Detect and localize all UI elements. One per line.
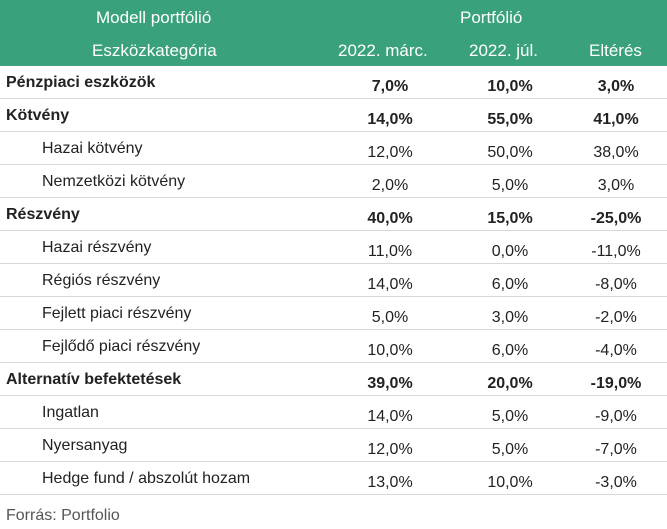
row-label: Nemzetközi kötvény xyxy=(42,173,186,190)
table-row: Hazai részvény 11,0% 0,0% -11,0% xyxy=(0,231,667,264)
march-value: 2,0% xyxy=(371,177,409,194)
source-note: Forrás: Portfolio xyxy=(6,507,120,524)
model-portfolio-label: Modell portfólió xyxy=(96,8,212,27)
july-value: 6,0% xyxy=(491,342,529,359)
difference-value: -19,0% xyxy=(590,375,642,392)
row-label: Fejlődő piaci részvény xyxy=(42,338,201,355)
difference-value: 41,0% xyxy=(593,111,639,128)
table-row: Nemzetközi kötvény 2,0% 5,0% 3,0% xyxy=(0,165,667,198)
march-value: 11,0% xyxy=(367,243,413,260)
asset-category-header: Eszközkategória xyxy=(92,41,217,60)
table-row: Nyersanyag 12,0% 5,0% -7,0% xyxy=(0,429,667,462)
july-value: 5,0% xyxy=(491,177,529,194)
table-row: Régiós részvény 14,0% 6,0% -8,0% xyxy=(0,264,667,297)
july-value: 5,0% xyxy=(491,408,529,425)
march-value: 14,0% xyxy=(367,408,413,425)
march-value: 14,0% xyxy=(367,276,413,293)
row-label: Pénzpiaci eszközök xyxy=(6,74,156,91)
march-value: 14,0% xyxy=(367,111,413,128)
difference-value: -11,0% xyxy=(591,243,641,260)
row-label: Részvény xyxy=(6,206,80,223)
march-2022-header: 2022. márc. xyxy=(338,41,428,60)
table-row: Pénzpiaci eszközök 7,0% 10,0% 3,0% xyxy=(0,66,667,99)
july-value: 0,0% xyxy=(491,243,529,260)
difference-value: 3,0% xyxy=(597,177,635,194)
table-row: Fejlett piaci részvény 5,0% 3,0% -2,0% xyxy=(0,297,667,330)
row-label: Hedge fund / abszolút hozam xyxy=(42,470,251,487)
difference-value: -8,0% xyxy=(595,276,637,293)
row-label: Hazai kötvény xyxy=(42,140,143,157)
portfolio-label: Portfólió xyxy=(460,8,523,27)
july-value: 50,0% xyxy=(487,144,533,161)
table-header: Modell portfólió Portfólió Eszközkategór… xyxy=(0,0,667,66)
table-row: Fejlődő piaci részvény 10,0% 6,0% -4,0% xyxy=(0,330,667,363)
difference-value: -2,0% xyxy=(595,309,637,326)
july-2022-header: 2022. júl. xyxy=(469,41,538,60)
table-row: Hedge fund / abszolút hozam 13,0% 10,0% … xyxy=(0,462,667,495)
july-value: 10,0% xyxy=(487,474,533,491)
row-label: Alternatív befektetések xyxy=(6,371,182,388)
difference-header: Eltérés xyxy=(589,41,642,60)
march-value: 12,0% xyxy=(367,441,413,458)
row-label: Nyersanyag xyxy=(42,437,128,454)
difference-value: -9,0% xyxy=(595,408,637,425)
difference-value: -4,0% xyxy=(595,342,637,359)
march-value: 39,0% xyxy=(367,375,413,392)
table-row: Kötvény 14,0% 55,0% 41,0% xyxy=(0,99,667,132)
july-value: 15,0% xyxy=(487,210,533,227)
march-value: 12,0% xyxy=(367,144,413,161)
difference-value: 38,0% xyxy=(593,144,639,161)
difference-value: 3,0% xyxy=(597,78,635,95)
table-row: Ingatlan 14,0% 5,0% -9,0% xyxy=(0,396,667,429)
march-value: 10,0% xyxy=(367,342,413,359)
difference-value: -3,0% xyxy=(595,474,637,491)
july-value: 55,0% xyxy=(487,111,533,128)
table-row: Részvény 40,0% 15,0% -25,0% xyxy=(0,198,667,231)
march-value: 7,0% xyxy=(371,78,409,95)
row-label: Kötvény xyxy=(6,107,70,124)
march-value: 13,0% xyxy=(367,474,413,491)
row-label: Régiós részvény xyxy=(42,272,161,289)
july-value: 20,0% xyxy=(487,375,533,392)
july-value: 5,0% xyxy=(491,441,529,458)
row-label: Ingatlan xyxy=(42,404,99,421)
march-value: 5,0% xyxy=(371,309,409,326)
row-label: Fejlett piaci részvény xyxy=(42,305,192,322)
july-value: 6,0% xyxy=(491,276,529,293)
table-row: Hazai kötvény 12,0% 50,0% 38,0% xyxy=(0,132,667,165)
difference-value: -7,0% xyxy=(595,441,637,458)
table-row: Alternatív befektetések 39,0% 20,0% -19,… xyxy=(0,363,667,396)
difference-value: -25,0% xyxy=(590,210,642,227)
march-value: 40,0% xyxy=(367,210,413,227)
july-value: 10,0% xyxy=(487,78,533,95)
portfolio-table: Pénzpiaci eszközök 7,0% 10,0% 3,0% Kötvé… xyxy=(0,66,667,495)
row-label: Hazai részvény xyxy=(42,239,152,256)
july-value: 3,0% xyxy=(491,309,529,326)
